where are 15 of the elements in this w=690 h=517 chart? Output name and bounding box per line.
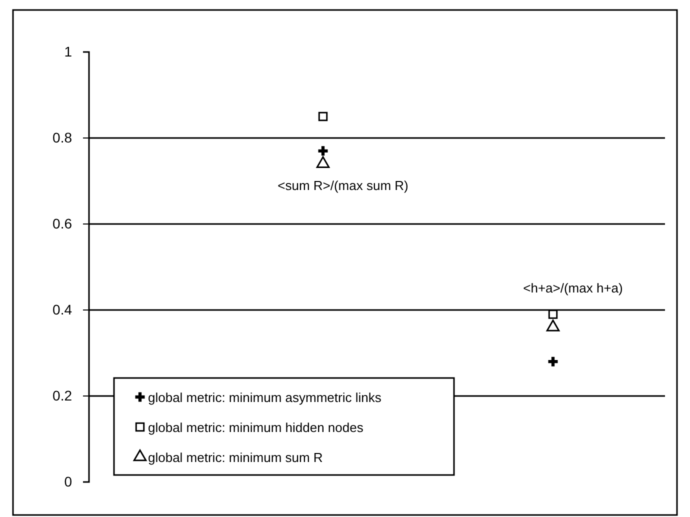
y-tick-label: 0.8 [52,129,72,146]
annotation: <sum R>/(max sum R) [278,178,408,193]
y-tick-label: 1 [64,43,72,60]
legend-label: global metric: minimum hidden nodes [148,420,364,435]
annotation: <h+a>/(max h+a) [523,280,623,296]
point [548,356,558,366]
y-tick-label: 0.2 [52,387,72,404]
point [548,310,558,319]
y-tick-label: 0 [64,473,72,490]
point [318,112,328,122]
point [318,146,328,156]
legend-label: global metric: minimum asymmetric links [148,390,382,405]
y-tick-label: 0.6 [52,215,72,232]
legend-label: global metric: minimum sum R [148,450,323,465]
y-tick-label: 0.4 [52,301,72,318]
